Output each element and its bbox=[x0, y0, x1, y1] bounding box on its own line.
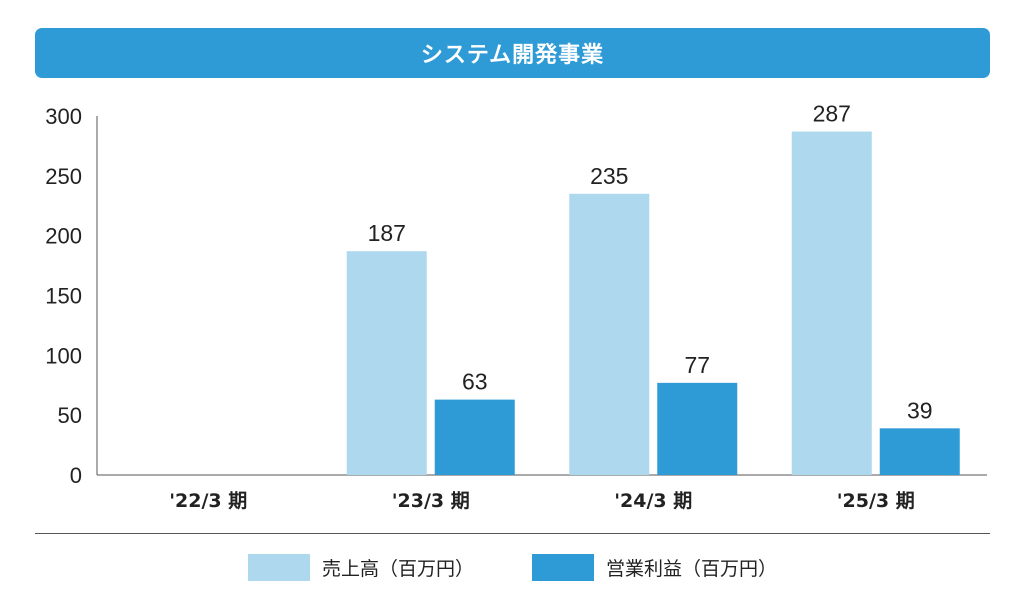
y-tick-label: 150 bbox=[45, 284, 82, 309]
data-label: 63 bbox=[462, 369, 488, 395]
chart-title-banner: システム開発事業 bbox=[35, 28, 990, 78]
data-label: 287 bbox=[813, 101, 851, 127]
y-tick-label: 200 bbox=[45, 224, 82, 249]
data-label: 187 bbox=[368, 220, 406, 246]
bar bbox=[569, 193, 650, 476]
bar bbox=[879, 428, 960, 475]
y-tick-label: 300 bbox=[45, 104, 82, 129]
chart-title: システム開発事業 bbox=[420, 43, 605, 68]
x-tick-label: '25/3 期 bbox=[837, 490, 915, 512]
y-tick-label: 0 bbox=[70, 463, 82, 488]
bar bbox=[346, 251, 427, 475]
bar bbox=[791, 131, 872, 475]
x-tick-label: '24/3 期 bbox=[614, 490, 692, 512]
legend-item-sales: 売上高（百万円） bbox=[247, 553, 474, 581]
data-label: 77 bbox=[684, 352, 710, 378]
data-label: 235 bbox=[590, 163, 628, 189]
legend-label-sales: 売上高（百万円） bbox=[321, 557, 474, 580]
x-tick-label: '23/3 期 bbox=[392, 490, 470, 512]
bar bbox=[434, 399, 515, 475]
x-tick-label: '22/3 期 bbox=[169, 490, 247, 512]
data-label: 39 bbox=[907, 397, 933, 423]
legend-swatch-sales bbox=[247, 553, 310, 581]
y-tick-label: 250 bbox=[45, 164, 82, 189]
legend: 売上高（百万円） 営業利益（百万円） bbox=[0, 552, 1025, 582]
y-tick-label: 100 bbox=[45, 343, 82, 368]
y-tick-label: 50 bbox=[58, 403, 82, 428]
bar bbox=[657, 382, 738, 475]
legend-label-operating-profit: 営業利益（百万円） bbox=[606, 557, 778, 580]
bar-chart: 0 50 100 150 200 250 300 '22/3 期 '23/3 期 187 63 '24… bbox=[45, 101, 987, 512]
legend-item-operating-profit: 営業利益（百万円） bbox=[532, 553, 778, 581]
legend-swatch-operating-profit bbox=[532, 553, 594, 581]
legend-divider bbox=[35, 533, 990, 534]
